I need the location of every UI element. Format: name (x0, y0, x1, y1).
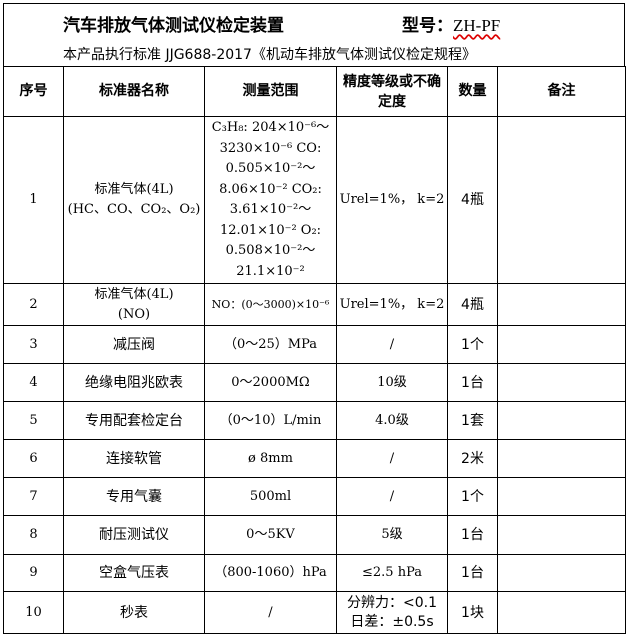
name-line: 秒表 (120, 604, 148, 621)
cell-no: 1 (3, 116, 64, 284)
cell-no: 10 (3, 591, 64, 634)
model-label: 型号： (402, 16, 453, 36)
cell-accuracy: 5级 (336, 515, 448, 555)
cell-name: 绝缘电阻兆欧表 (63, 363, 205, 402)
cell-quantity: 1台 (447, 515, 498, 555)
cell-range: 0～2000MΩ (204, 363, 337, 402)
cell-no: 7 (3, 477, 64, 516)
table-row: 3 减压阀 （0～25）MPa/1个 (3, 325, 626, 364)
name-line-2: (HC、CO、CO₂、O₂) (67, 202, 201, 217)
cell-no: 3 (3, 325, 64, 364)
cell-note (497, 363, 626, 402)
cell-accuracy: / (336, 325, 448, 364)
cell-no: 2 (3, 283, 64, 326)
cell-note (497, 401, 626, 440)
cell-accuracy: 4.0级 (336, 401, 448, 440)
column-header: 数量 (447, 66, 498, 117)
cell-quantity: 4瓶 (447, 116, 498, 284)
cell-quantity: 1台 (447, 363, 498, 402)
cell-range: 0～5KV (204, 515, 337, 555)
table-row: 7 专用气囊 500ml/1个 (3, 477, 626, 516)
column-header: 标准器名称 (63, 66, 205, 117)
cell-note (497, 554, 626, 592)
cell-name: 标准气体(4L) (HC、CO、CO₂、O₂) (63, 116, 205, 284)
title-box (3, 3, 625, 66)
model-number: 型号：ZH-PF (402, 11, 500, 36)
cell-accuracy: / (336, 477, 448, 516)
cell-note (497, 515, 626, 555)
cell-quantity: 1块 (447, 591, 498, 634)
name-line: 耐压测试仪 (99, 527, 169, 543)
table-row: 6 连接软管 ø 8mm/2米 (3, 439, 626, 478)
name-line: 绝缘电阻兆欧表 (85, 374, 183, 391)
cell-range: C₃H₈: 204×10⁻⁶～3230×10⁻⁶ CO: 0.505×10⁻²～… (204, 116, 337, 284)
table-row: 10 秒表 / 分辨力：<0.1 日差：±0.5s 1块 (3, 591, 626, 634)
cell-note (497, 477, 626, 516)
column-header: 精度等级或不确定度 (336, 66, 448, 117)
cell-quantity: 1个 (447, 325, 498, 364)
cell-accuracy: / (336, 439, 448, 478)
table-row: 9 空盒气压表 （800-1060）hPa ≤2.5 hPa 1台 (3, 554, 626, 592)
document-title: 汽车排放气体测试仪检定装置 (63, 16, 284, 36)
cell-accuracy: Urel=1%， k=2 (336, 283, 448, 326)
standard-text: 本产品执行标准 JJG688-2017《机动车排放气体测试仪检定规程》 (63, 47, 476, 63)
cell-no: 6 (3, 439, 64, 478)
cell-no: 4 (3, 363, 64, 402)
cell-note (497, 439, 626, 478)
cell-no: 5 (3, 401, 64, 440)
cell-note (497, 325, 626, 364)
cell-quantity: 1台 (447, 554, 498, 592)
equipment-table: 序号 标准器名称 测量范围 精度等级或不确定度 数量 备注 1 标准气体(4L) (HC、CO… (3, 66, 626, 634)
cell-note (497, 591, 626, 634)
cell-quantity: 4瓶 (447, 283, 498, 326)
name-line-2: (NO) (117, 306, 151, 322)
cell-name: 耐压测试仪 (63, 515, 205, 555)
cell-range: （800-1060）hPa (204, 554, 337, 592)
name-line: 减压阀 (113, 336, 155, 353)
cell-range: / (204, 591, 337, 634)
column-header: 序号 (3, 66, 64, 117)
cell-range: NO：(0～3000)×10⁻⁶ (204, 283, 337, 326)
cell-no: 9 (3, 554, 64, 592)
model-value: ZH-PF (453, 16, 501, 35)
cell-name: 减压阀 (63, 325, 205, 364)
cell-accuracy: 10级 (336, 363, 448, 402)
name-line: 专用气囊 (106, 488, 162, 505)
cell-name: 秒表 (63, 591, 205, 634)
cell-note (497, 283, 626, 326)
name-line: 连接软管 (106, 450, 162, 467)
cell-accuracy: ≤2.5 hPa (336, 554, 448, 592)
table-row: 4 绝缘电阻兆欧表 0～2000MΩ 10级 1台 (3, 363, 626, 402)
name-line: 标准气体(4L) (94, 182, 174, 197)
table-row: 5 专用配套检定台 （0～10）L/min 4.0级 1套 (3, 401, 626, 440)
column-header: 备注 (497, 66, 626, 117)
table-row: 8 耐压测试仪 0～5KV 5级 1台 (3, 515, 626, 555)
table-row: 2 标准气体(4L) (NO) NO：(0～3000)×10⁻⁶ Urel=1%， k=… (3, 283, 626, 326)
cell-name: 专用气囊 (63, 477, 205, 516)
cell-quantity: 2米 (447, 439, 498, 478)
cell-range: （0～10）L/min (204, 401, 337, 440)
cell-quantity: 1套 (447, 401, 498, 440)
cell-name: 专用配套检定台 (63, 401, 205, 440)
cell-range: ø 8mm (204, 439, 337, 478)
cell-name: 连接软管 (63, 439, 205, 478)
name-line: 专用配套检定台 (85, 412, 183, 429)
cell-range: 500ml (204, 477, 337, 516)
cell-name: 标准气体(4L) (NO) (63, 283, 205, 326)
column-header: 测量范围 (204, 66, 337, 117)
table-row: 1 标准气体(4L) (HC、CO、CO₂、O₂) C₃H₈: 204×10⁻⁶～32… (3, 116, 626, 284)
cell-name: 空盒气压表 (63, 554, 205, 592)
cell-accuracy: Urel=1%， k=2 (336, 116, 448, 284)
cell-no: 8 (3, 515, 64, 555)
cell-note (497, 116, 626, 284)
cell-quantity: 1个 (447, 477, 498, 516)
name-line: 标准气体(4L) (94, 286, 174, 302)
cell-range: （0～25）MPa (204, 325, 337, 364)
cell-accuracy: 分辨力：<0.1 日差：±0.5s (336, 591, 448, 634)
name-line: 空盒气压表 (99, 565, 169, 581)
